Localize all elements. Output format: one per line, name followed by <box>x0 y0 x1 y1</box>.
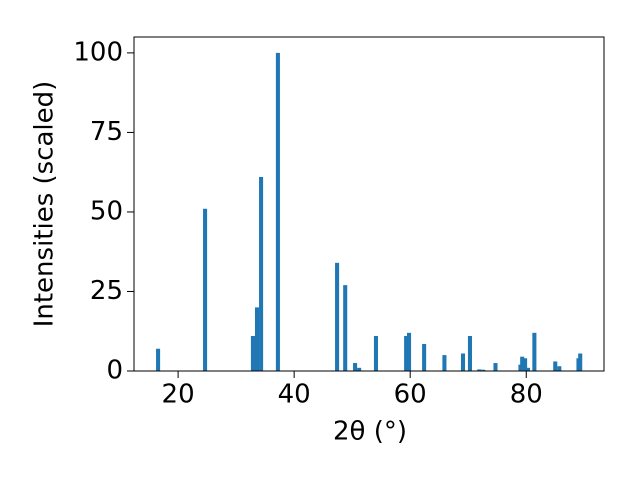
bar <box>407 332 412 371</box>
x-axis-label: 2θ (°) <box>333 417 407 447</box>
bar <box>525 367 531 371</box>
plot-frame <box>133 36 605 372</box>
x-tick-label: 80 <box>510 380 543 410</box>
bar <box>254 307 260 371</box>
y-tick-label: 0 <box>106 356 123 386</box>
y-tick-label: 75 <box>90 117 123 147</box>
x-tick-label: 40 <box>278 380 311 410</box>
bar <box>203 208 208 371</box>
bar <box>156 348 161 371</box>
bar <box>493 363 498 371</box>
bar <box>357 367 362 371</box>
bar <box>481 369 486 371</box>
bar <box>442 355 447 371</box>
bar <box>520 356 525 371</box>
x-tick-label: 20 <box>162 380 195 410</box>
bar <box>404 336 409 371</box>
bar <box>259 176 264 371</box>
x-tick-label: 60 <box>394 380 427 410</box>
bar <box>553 361 558 371</box>
y-axis-label: Intensities (scaled) <box>30 81 60 328</box>
bar <box>275 52 280 372</box>
bar <box>578 353 583 371</box>
y-tick-label: 25 <box>90 276 123 306</box>
bar <box>523 358 528 371</box>
bar <box>373 336 378 371</box>
bar <box>460 353 466 371</box>
bar <box>353 363 358 371</box>
y-tick-label: 100 <box>73 37 123 67</box>
bar <box>343 285 348 371</box>
bar <box>532 332 537 371</box>
bar <box>335 262 340 371</box>
bar <box>467 336 472 371</box>
y-tick-label: 50 <box>90 196 123 226</box>
bar <box>250 336 255 371</box>
bar <box>422 343 427 371</box>
bar <box>557 366 562 371</box>
bar <box>477 369 482 371</box>
